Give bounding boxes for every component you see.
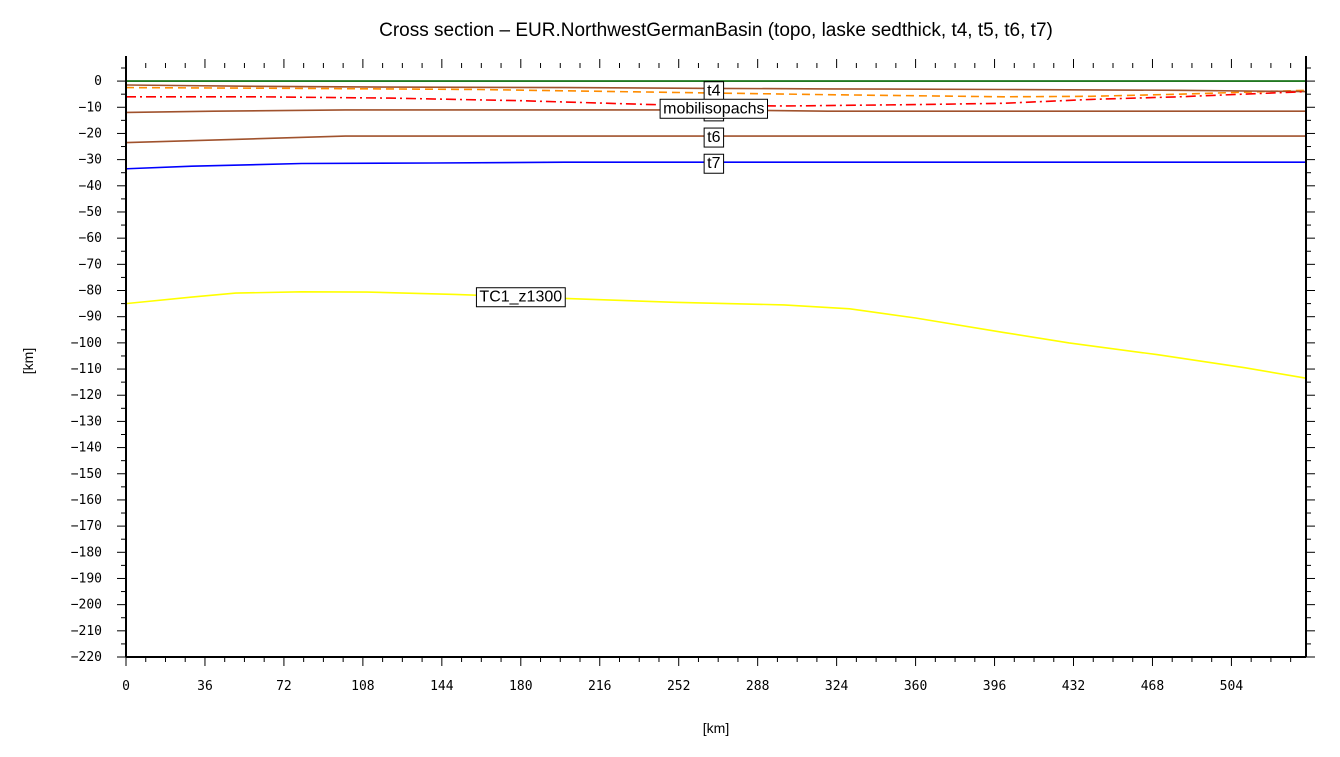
x-tick-label: 324 — [825, 679, 849, 694]
x-tick-label: 504 — [1220, 679, 1244, 694]
x-tick-label: 468 — [1141, 679, 1164, 694]
y-tick-label: −20 — [79, 126, 102, 141]
y-tick-label: −150 — [71, 467, 102, 482]
x-tick-label: 144 — [430, 679, 454, 694]
x-tick-label: 360 — [904, 679, 927, 694]
x-tick-label: 0 — [122, 679, 130, 694]
y-tick-label: −100 — [71, 336, 102, 351]
y-tick-label: −60 — [79, 231, 102, 246]
annotation: mobilisopachs — [659, 98, 769, 119]
ticks-layer: 0 36 72 108 144 180 216 252 288 324 360 396 432 468 50… — [71, 59, 1315, 694]
y-axis-label: [km] — [20, 348, 36, 374]
annotation: TC1_z1300 — [475, 287, 566, 308]
y-tick-label: −10 — [79, 100, 102, 115]
y-tick-label: −40 — [79, 179, 102, 194]
annotation-text: t6 — [707, 129, 720, 146]
x-tick-label: 72 — [276, 679, 292, 694]
series-mobil-line — [126, 90, 1307, 107]
annotation-box — [703, 153, 725, 174]
annotation-box — [703, 127, 725, 148]
x-axis-label: [km] — [703, 720, 729, 736]
y-tick-label: −130 — [71, 414, 102, 429]
annotation: t6 — [703, 127, 725, 148]
y-tick-label: −80 — [79, 284, 102, 299]
y-tick-label: 0 — [94, 74, 102, 89]
x-tick-label: 252 — [667, 679, 690, 694]
annotation-text: mobilisopachs — [663, 100, 764, 117]
y-tick-label: −70 — [79, 257, 102, 272]
x-tick-label: 36 — [197, 679, 213, 694]
y-tick-label: −30 — [79, 153, 102, 168]
y-tick-label: −110 — [71, 362, 102, 377]
series-t6-line — [125, 135, 1306, 144]
annotation: t4 — [703, 81, 725, 102]
x-tick-label: 432 — [1062, 679, 1085, 694]
x-tick-label: 288 — [746, 679, 769, 694]
annotation-box — [659, 98, 769, 119]
annotation-text: t7 — [707, 155, 720, 172]
y-tick-label: −140 — [71, 441, 102, 456]
series-tc1-line — [125, 290, 1307, 379]
x-tick-label: 180 — [509, 679, 532, 694]
series-layer — [125, 80, 1307, 379]
x-tick-label: 108 — [351, 679, 374, 694]
frame-layer — [125, 56, 1307, 658]
annotation-text: t4 — [707, 83, 720, 100]
y-tick-label: −90 — [79, 310, 102, 325]
y-tick-label: −50 — [79, 205, 102, 220]
annotation-box — [475, 287, 566, 308]
y-tick-label: −170 — [71, 519, 102, 534]
y-tick-label: −190 — [71, 571, 102, 586]
y-tick-label: −210 — [71, 624, 102, 639]
annotation: t7 — [703, 153, 725, 174]
y-tick-label: −180 — [71, 545, 102, 560]
annotation-text: TC1_z1300 — [479, 289, 562, 306]
y-tick-label: −200 — [71, 598, 102, 613]
x-tick-label: 396 — [983, 679, 1006, 694]
annot-layer: t4t5mobilisopachst6t7TC1_z1300 — [475, 81, 769, 308]
chart-title: Cross section – EUR.NorthwestGermanBasin… — [379, 20, 1053, 41]
y-tick-label: −160 — [71, 493, 102, 508]
y-tick-label: −220 — [71, 650, 102, 665]
x-tick-label: 216 — [588, 679, 611, 694]
y-tick-label: −120 — [71, 388, 102, 403]
series-t7-line — [125, 161, 1306, 170]
